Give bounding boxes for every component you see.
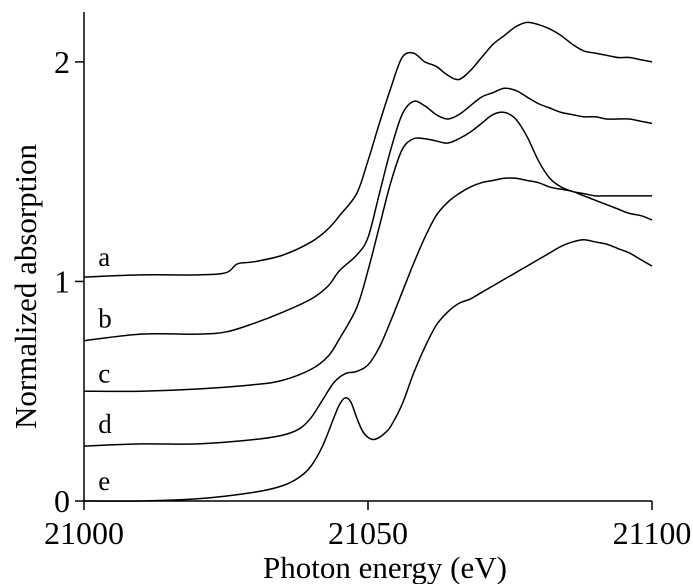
series-label-b: b: [98, 304, 112, 334]
x-tick-label: 21100: [613, 515, 692, 551]
series-label-d: d: [98, 409, 112, 439]
series-line-b: [83, 87, 653, 342]
series-line-a: [83, 21, 653, 278]
series-label-e: e: [98, 466, 110, 496]
x-tick-label: 21050: [328, 515, 408, 551]
series-group: [83, 21, 653, 502]
y-axis-label: Normalized absorption: [8, 144, 43, 429]
axes: [83, 12, 652, 502]
y-tick-label: 0: [54, 483, 70, 519]
y-tick-label: 2: [54, 44, 70, 80]
series-label-c: c: [98, 358, 110, 388]
series-line-e: [83, 238, 653, 502]
y-tick-label: 1: [54, 263, 70, 299]
series-line-d: [83, 177, 653, 447]
x-axis-label: Photon energy (eV): [263, 550, 507, 584]
x-tick-label: 21000: [44, 515, 124, 551]
series-label-a: a: [98, 242, 110, 272]
series-line-c: [83, 111, 652, 393]
ticks: 21000 21050 21100 0 1 2: [44, 44, 691, 551]
